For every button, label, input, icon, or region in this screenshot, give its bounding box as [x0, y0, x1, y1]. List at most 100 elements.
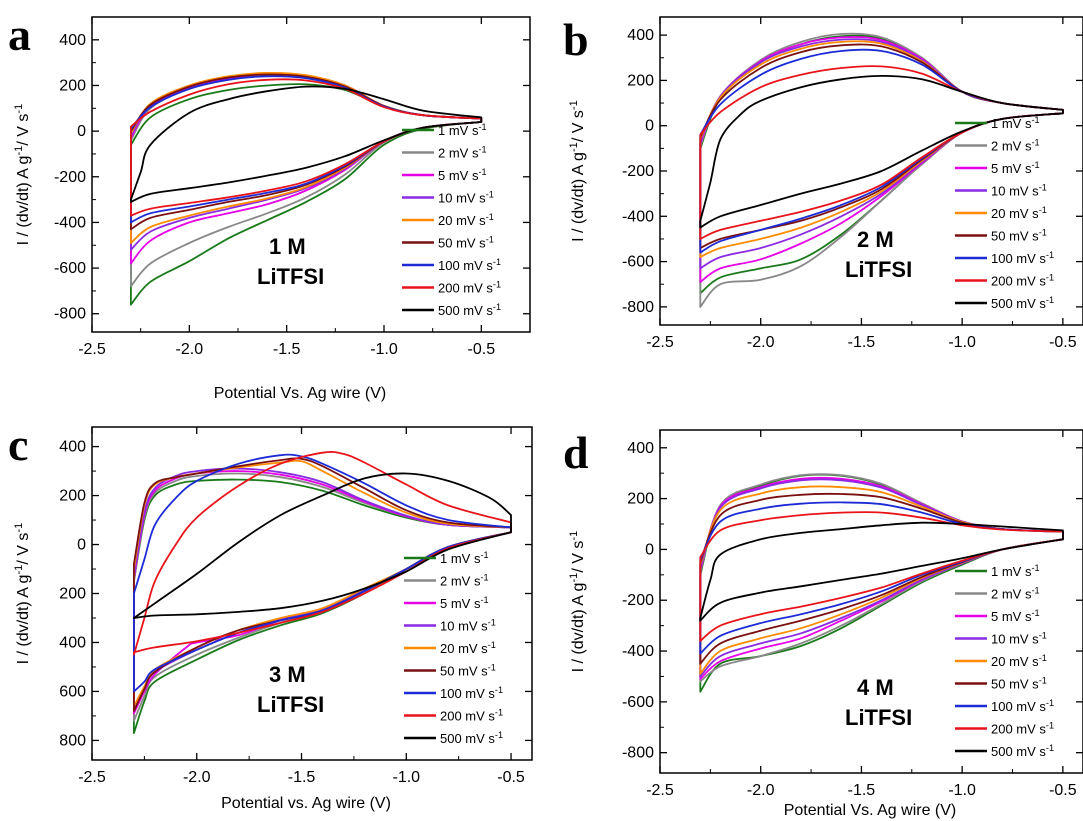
y-tick-label: -800 [54, 306, 86, 323]
cv-curve [699, 75, 1064, 229]
concentration-label: 4 M [857, 675, 894, 700]
y-tick-label: -400 [622, 643, 654, 660]
concentration-label: LiTFSI [257, 264, 324, 289]
legend-label: 2 mV s-1 [991, 138, 1040, 154]
y-tick-label: -600 [622, 694, 654, 711]
legend-label: 5 mV s-1 [438, 167, 487, 183]
concentration-label: 1 M [269, 234, 306, 259]
plot-frame [659, 429, 1083, 774]
legend-label: 10 mV s-1 [438, 190, 494, 206]
x-tick-label: -1.0 [392, 769, 420, 786]
y-tick-label: 0 [77, 123, 86, 140]
cv-curve [130, 85, 483, 203]
x-tick-label: -2.5 [78, 341, 106, 358]
y-tick-label: -400 [54, 214, 86, 231]
y-axis-title: I / (dv/dt) A g-1/ V s-1 [568, 100, 587, 242]
legend-label: 2 mV s-1 [438, 145, 487, 161]
y-tick-label: 200 [627, 72, 654, 89]
legend-label: 50 mV s-1 [991, 676, 1047, 692]
y-tick-label: 200 [627, 491, 654, 508]
plot-frame [91, 16, 531, 333]
legend-label: 2 mV s-1 [991, 586, 1040, 602]
y-tick-label: 200 [59, 586, 86, 603]
legend-label: 100 mV s-1 [440, 685, 503, 701]
y-tick-label: -200 [622, 163, 654, 180]
legend-label: 500 mV s-1 [440, 730, 503, 746]
x-tick-label: -2.5 [646, 782, 674, 799]
cv-curve [130, 75, 483, 224]
x-tick-label: -2.0 [747, 334, 775, 351]
x-tick-label: -2.5 [646, 334, 674, 351]
y-tick-label: -800 [622, 299, 654, 316]
x-tick-label: -0.5 [468, 341, 496, 358]
cv-curve [699, 521, 1064, 622]
y-axis-title: I / (dv/dt) A g-1/ V s-1 [13, 104, 32, 246]
x-axis-title: Potential Vs. Ag wire (V) [784, 802, 957, 819]
legend-label: 50 mV s-1 [440, 663, 496, 679]
legend-label: 200 mV s-1 [991, 721, 1054, 737]
legend-label: 2 mV s-1 [440, 573, 489, 589]
x-tick-label: -1.0 [948, 334, 976, 351]
cv-curve [133, 451, 512, 656]
x-tick-label: -1.5 [848, 334, 876, 351]
panel-d: d -2.5 -2.0 -1.5 -1.0 -0.5 400 200 0 -200 -400 -600… [563, 427, 1083, 819]
y-tick-label: 600 [59, 683, 86, 700]
concentration-label: LiTFSI [257, 692, 324, 717]
x-tick-label: -2.0 [747, 782, 775, 799]
x-tick-label: -2.0 [183, 769, 211, 786]
legend-label: 500 mV s-1 [991, 295, 1054, 311]
y-tick-label: -200 [622, 592, 654, 609]
legend-label: 20 mV s-1 [440, 640, 496, 656]
x-tick-label: -1.5 [273, 341, 301, 358]
y-tick-label: 200 [59, 488, 86, 505]
concentration-label: 2 M [857, 227, 894, 252]
cv-curve [130, 78, 483, 217]
x-tick-label: -0.5 [1049, 782, 1077, 799]
cv-curves [133, 451, 512, 734]
y-tick-label: -200 [54, 169, 86, 186]
y-tick-label: 400 [59, 439, 86, 456]
legend-label: 20 mV s-1 [991, 205, 1047, 221]
cv-curve [130, 72, 483, 251]
y-tick-label: 0 [645, 541, 654, 558]
x-tick-label: -0.5 [497, 769, 525, 786]
legend-label: 50 mV s-1 [438, 235, 494, 251]
panel-b: b -2.5 -2.0 -1.5 -1.0 -0.5 400 200 0 -200 -400 -600… [563, 14, 1083, 351]
y-axis-title: I / (dv/dt) A g-1/ V s-1 [568, 531, 587, 673]
legend-label: 5 mV s-1 [991, 608, 1040, 624]
x-tick-label: -2.5 [78, 769, 106, 786]
legend-label: 500 mV s-1 [438, 302, 501, 318]
y-tick-label: -600 [622, 254, 654, 271]
concentration-label: 3 M [269, 662, 306, 687]
cv-curve [130, 73, 483, 265]
legend-label: 5 mV s-1 [991, 160, 1040, 176]
y-tick-label: 400 [627, 27, 654, 44]
panel-c: c -2.5 -2.0 -1.5 -1.0 -0.5 400 200 0 200 400 600 800… [8, 419, 533, 812]
legend-label: 10 mV s-1 [991, 183, 1047, 199]
legend-label: 1 mV s-1 [991, 563, 1040, 579]
legend-label: 1 mV s-1 [438, 122, 487, 138]
legend-label: 20 mV s-1 [991, 653, 1047, 669]
panel-letter: a [8, 9, 31, 60]
legend-label: 1 mV s-1 [440, 550, 489, 566]
y-tick-label: 400 [627, 440, 654, 457]
legend-label: 5 mV s-1 [440, 595, 489, 611]
concentration-label: LiTFSI [845, 705, 912, 730]
cv-curves [699, 473, 1064, 693]
x-tick-label: -1.5 [288, 769, 316, 786]
x-tick-label: -2.0 [176, 341, 204, 358]
legend-label: 10 mV s-1 [440, 618, 496, 634]
legend-label: 100 mV s-1 [991, 698, 1054, 714]
panel-letter: b [563, 14, 589, 65]
panel-a: a -2.5 -2.0 -1.5 -1.0 -0.5 400 200 0 -200 -400 -600… [8, 9, 531, 402]
x-tick-label: -1.0 [948, 782, 976, 799]
x-tick-label: -1.5 [848, 782, 876, 799]
x-axis-title: Potential Vs. Ag wire (V) [214, 385, 387, 402]
cv-curve [130, 71, 483, 244]
y-tick-label: 200 [59, 77, 86, 94]
y-tick-label: 0 [645, 118, 654, 135]
cv-curves [130, 71, 483, 306]
legend-label: 500 mV s-1 [991, 743, 1054, 759]
y-tick-label: -800 [622, 745, 654, 762]
